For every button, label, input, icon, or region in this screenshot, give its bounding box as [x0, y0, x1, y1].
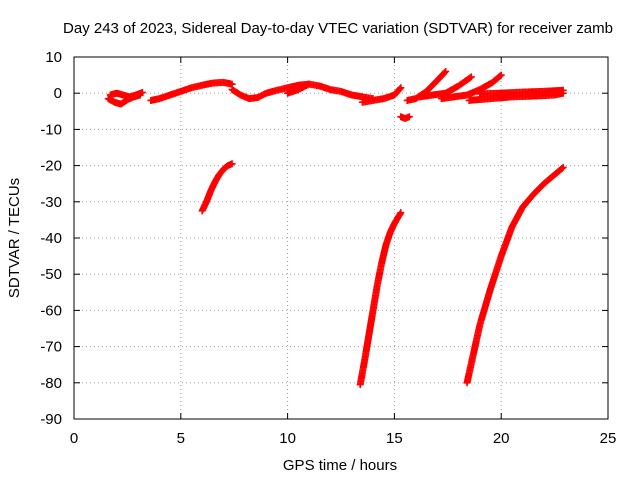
data-point [559, 163, 567, 171]
x-tick-label: 25 [600, 430, 617, 447]
y-tick-label: -70 [40, 339, 62, 356]
data-point [467, 73, 475, 81]
y-axis-label: SDTVAR / TECUs [6, 178, 23, 298]
series-arc-2 [106, 88, 146, 101]
x-axis-label: GPS time / hours [283, 457, 397, 474]
data-points [104, 67, 567, 389]
axis-ticks: 0 5 10 15 20 25 10 0 -10 -20 -30 -40 -50 -60 -70 -80 -90 [40, 49, 616, 447]
y-tick-label: 0 [54, 85, 62, 102]
data-point [496, 72, 504, 80]
series-arc-13 [198, 160, 236, 215]
data-point [228, 160, 236, 168]
y-tick-label: -90 [40, 411, 62, 428]
series-arc-9 [416, 73, 475, 101]
x-tick-label: 10 [279, 430, 296, 447]
y-tick-label: -20 [40, 158, 62, 175]
series-arc-15 [463, 163, 567, 387]
grid-lines [74, 57, 608, 419]
data-point [559, 86, 567, 94]
data-point [441, 69, 449, 77]
data-point [397, 209, 405, 217]
series-arc-6 [358, 84, 405, 106]
y-tick-label: 10 [45, 49, 62, 66]
data-point [397, 84, 405, 92]
x-tick-label: 15 [386, 430, 403, 447]
data-point [466, 74, 474, 82]
series-arc-3 [147, 78, 236, 104]
data-point [558, 164, 566, 172]
y-tick-label: -50 [40, 266, 62, 283]
data-point [138, 88, 146, 96]
data-point [497, 71, 505, 79]
series-arc-8 [403, 67, 450, 104]
y-tick-label: -30 [40, 194, 62, 211]
y-tick-label: -10 [40, 121, 62, 138]
y-tick-label: -80 [40, 375, 62, 392]
data-point [405, 113, 413, 121]
chart-title: Day 243 of 2023, Sidereal Day-to-day VTE… [63, 20, 613, 37]
series-arc-7 [397, 113, 413, 123]
series-arc-12 [476, 86, 567, 98]
data-point [442, 67, 450, 75]
x-tick-label: 0 [70, 430, 78, 447]
data-point [396, 210, 404, 218]
series-arc-14 [356, 209, 405, 389]
y-tick-label: -60 [40, 302, 62, 319]
x-tick-label: 20 [493, 430, 510, 447]
y-tick-label: -40 [40, 230, 62, 247]
x-tick-label: 5 [177, 430, 185, 447]
data-point [396, 85, 404, 93]
